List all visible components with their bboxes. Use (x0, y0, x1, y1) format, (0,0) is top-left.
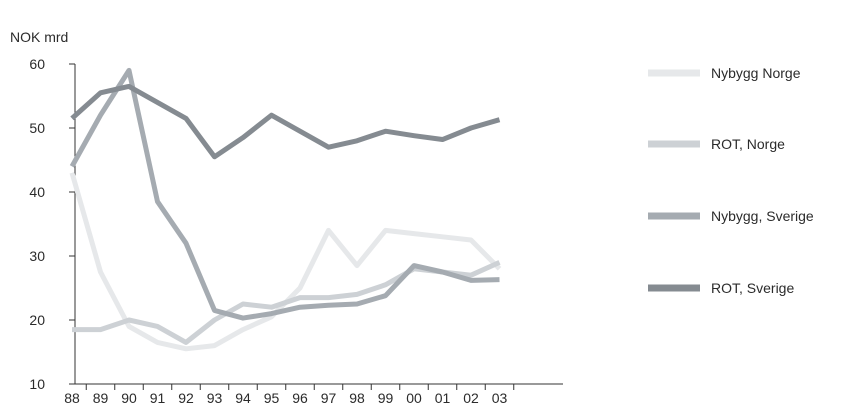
x-tick-label: 00 (406, 390, 422, 405)
x-tick-label: 96 (292, 390, 308, 405)
legend-label: Nybygg, Sverige (711, 208, 814, 224)
legend: Nybygg Norge ROT, Norge Nybygg, Sverige ROT… (648, 65, 814, 296)
series-line-3 (69, 67, 500, 321)
legend-label: ROT, Sverige (711, 280, 794, 296)
x-tick-label: 95 (264, 390, 280, 405)
x-tick-label: 88 (64, 390, 80, 405)
y-tick-label: 10 (29, 376, 45, 392)
y-tick-label: 20 (29, 312, 45, 328)
series-line-4 (70, 83, 501, 160)
x-tick-label: 91 (150, 390, 166, 405)
x-tick-label: 90 (121, 390, 137, 405)
legend-label: ROT, Norge (711, 136, 785, 152)
y-tick-label: 50 (29, 120, 45, 136)
x-tick-label: 01 (435, 390, 451, 405)
x-tick-label: 92 (178, 390, 194, 405)
y-tick-label: 40 (29, 184, 45, 200)
x-tick-label: 02 (463, 390, 479, 405)
series-lines (69, 67, 502, 352)
x-tick-label: 99 (378, 390, 394, 405)
y-tick-label: 30 (29, 248, 45, 264)
x-tick-label: 98 (349, 390, 365, 405)
x-tick-label: 89 (93, 390, 109, 405)
x-tick-label: 03 (492, 390, 508, 405)
y-unit-label: NOK mrd (10, 29, 68, 45)
x-tick-label: 94 (235, 390, 251, 405)
x-tick-label: 93 (207, 390, 223, 405)
y-tick-label: 60 (29, 56, 45, 72)
axes: 10 20 30 40 50 60 88 89 90 91 92 93 94 95 96 97 98 99 00 01… (29, 56, 563, 405)
legend-label: Nybygg Norge (711, 65, 801, 81)
x-tick-label: 97 (321, 390, 337, 405)
